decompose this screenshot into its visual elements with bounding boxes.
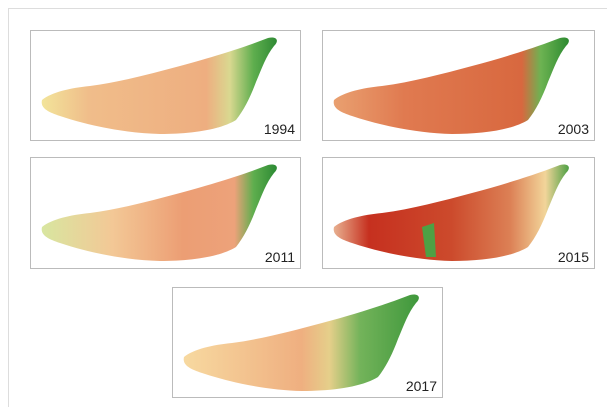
year-label: 2015 — [558, 249, 589, 265]
year-label: 2003 — [558, 121, 589, 137]
year-label: 1994 — [264, 121, 295, 137]
year-label: 2017 — [406, 378, 437, 394]
map-panel: 2011 — [31, 158, 301, 269]
map-panel: 2017 — [173, 288, 443, 398]
map-panel: 2015 — [323, 158, 595, 269]
map-panel: 1994 — [31, 31, 301, 141]
year-label: 2011 — [265, 249, 295, 265]
map-panel: 2003 — [323, 31, 595, 141]
figure: 1994 2003 2011 2015 2017 — [0, 0, 607, 407]
